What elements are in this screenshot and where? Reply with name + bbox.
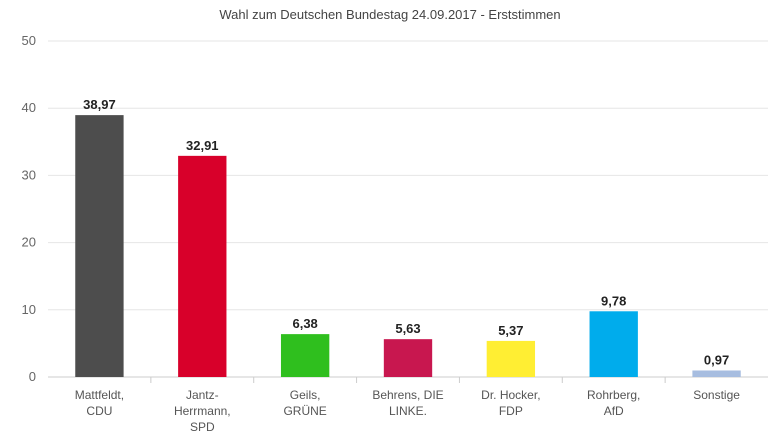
bars [75, 115, 741, 378]
data-label: 5,63 [395, 321, 420, 336]
y-tick-label: 10 [22, 302, 36, 317]
category-label: Sonstige [693, 388, 740, 402]
category-label: Herrmann, [174, 404, 231, 418]
data-label: 5,37 [498, 323, 523, 338]
category-label: Behrens, DIE [372, 388, 443, 402]
bar [178, 155, 227, 377]
bar [280, 334, 330, 377]
category-label: CDU [86, 404, 112, 418]
bar [75, 115, 124, 378]
data-label: 6,38 [292, 316, 317, 331]
y-tick-label: 20 [22, 235, 36, 250]
bar [589, 311, 638, 377]
category-label: Mattfeldt, [75, 388, 124, 402]
category-label: Dr. Hocker, [481, 388, 540, 402]
category-label: Geils, [290, 388, 321, 402]
chart-title: Wahl zum Deutschen Bundestag 24.09.2017 … [219, 7, 560, 22]
y-axis-ticks: 0 10 20 30 40 50 [22, 33, 36, 384]
category-label: Jantz- [186, 388, 219, 402]
data-label: 38,97 [83, 97, 116, 112]
data-label: 32,91 [186, 138, 219, 153]
bar [486, 340, 536, 377]
gridlines [48, 40, 768, 378]
y-tick-label: 0 [29, 369, 36, 384]
category-label: SPD [190, 420, 215, 434]
bar [692, 370, 741, 377]
category-label: GRÜNE [283, 404, 326, 418]
bar [383, 339, 433, 377]
y-tick-label: 40 [22, 100, 36, 115]
category-label: AfD [604, 404, 624, 418]
category-label: Rohrberg, [587, 388, 640, 402]
data-label: 0,97 [704, 352, 729, 367]
y-tick-label: 30 [22, 167, 36, 182]
y-tick-label: 50 [22, 33, 36, 48]
data-label: 9,78 [601, 293, 626, 308]
x-axis-categories: Mattfeldt, CDU Jantz- Herrmann, SPD Geils, GRÜ… [75, 377, 740, 434]
category-label: FDP [499, 404, 523, 418]
data-labels: 38,97 32,91 6,38 5,63 5,37 9,78 0,97 [83, 97, 729, 367]
category-label: LINKE. [389, 404, 427, 418]
